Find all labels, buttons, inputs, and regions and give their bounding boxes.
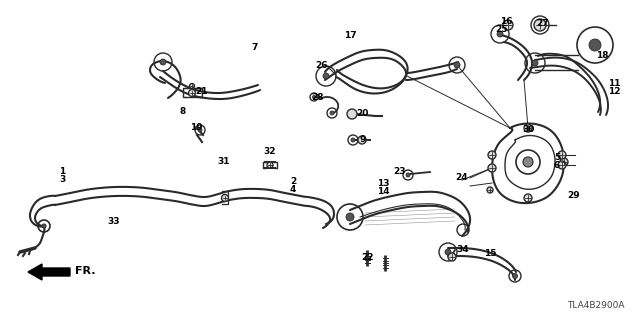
Circle shape — [198, 128, 202, 132]
Text: 21: 21 — [196, 87, 208, 97]
Text: 15: 15 — [484, 250, 496, 259]
Text: 16: 16 — [500, 18, 512, 27]
Text: 3: 3 — [59, 175, 65, 185]
Text: 26: 26 — [315, 60, 327, 69]
Text: 4: 4 — [290, 186, 296, 195]
Circle shape — [221, 195, 228, 202]
Text: 25: 25 — [496, 26, 508, 35]
Text: 23: 23 — [394, 167, 406, 177]
Circle shape — [513, 274, 518, 278]
Text: 29: 29 — [568, 191, 580, 201]
Text: 30: 30 — [523, 125, 535, 134]
Circle shape — [497, 31, 503, 37]
Text: 17: 17 — [344, 31, 356, 41]
Circle shape — [358, 136, 366, 144]
Circle shape — [346, 213, 354, 221]
Circle shape — [448, 253, 456, 261]
Circle shape — [189, 84, 195, 89]
Text: 31: 31 — [218, 157, 230, 166]
Circle shape — [532, 60, 538, 66]
Circle shape — [488, 151, 496, 159]
Circle shape — [524, 194, 532, 202]
Circle shape — [487, 187, 493, 193]
Text: 33: 33 — [108, 218, 120, 227]
Circle shape — [42, 224, 46, 228]
Text: 27: 27 — [537, 20, 549, 28]
Text: 5: 5 — [554, 153, 560, 162]
Text: 2: 2 — [290, 178, 296, 187]
Text: FR.: FR. — [75, 266, 95, 276]
Text: 32: 32 — [264, 148, 276, 156]
Text: 7: 7 — [252, 43, 258, 52]
Circle shape — [267, 162, 273, 168]
Circle shape — [534, 19, 546, 31]
Circle shape — [347, 109, 357, 119]
Circle shape — [558, 151, 566, 159]
Text: 24: 24 — [456, 173, 468, 182]
Circle shape — [189, 90, 195, 97]
Circle shape — [351, 138, 355, 142]
Circle shape — [160, 59, 166, 65]
Circle shape — [558, 161, 566, 169]
Text: 13: 13 — [377, 179, 389, 188]
Text: 22: 22 — [362, 253, 374, 262]
Text: 11: 11 — [608, 79, 620, 89]
Circle shape — [589, 39, 601, 51]
Text: 34: 34 — [457, 245, 469, 254]
Text: 18: 18 — [596, 51, 608, 60]
Text: 28: 28 — [311, 92, 323, 101]
Text: 9: 9 — [360, 135, 366, 145]
Text: 1: 1 — [59, 167, 65, 177]
FancyArrow shape — [28, 264, 70, 280]
Text: 8: 8 — [180, 108, 186, 116]
Text: 14: 14 — [377, 187, 389, 196]
Circle shape — [560, 158, 568, 166]
Circle shape — [454, 62, 460, 68]
Circle shape — [488, 164, 496, 172]
Text: 6: 6 — [554, 161, 560, 170]
Text: 19: 19 — [189, 123, 202, 132]
Circle shape — [312, 95, 316, 99]
Circle shape — [523, 157, 533, 167]
Text: 20: 20 — [356, 109, 368, 118]
Circle shape — [323, 73, 329, 79]
Text: TLA4B2900A: TLA4B2900A — [568, 301, 625, 310]
Text: 12: 12 — [608, 87, 620, 97]
Circle shape — [330, 111, 334, 115]
Circle shape — [524, 124, 532, 132]
Circle shape — [445, 249, 451, 255]
Circle shape — [503, 20, 513, 30]
Circle shape — [406, 173, 410, 177]
